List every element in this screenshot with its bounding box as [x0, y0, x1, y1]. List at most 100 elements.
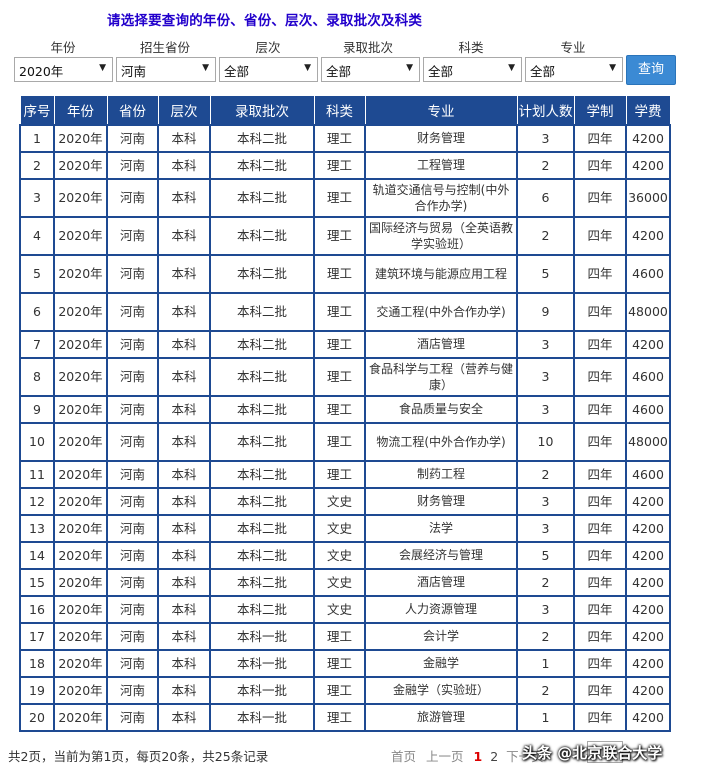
- next-page-link[interactable]: 下一页: [506, 749, 544, 764]
- table-cell: 河南: [106, 123, 159, 153]
- table-cell: 四年: [573, 253, 627, 294]
- table-cell: 河南: [106, 567, 159, 597]
- table-cell: 10: [19, 421, 55, 462]
- table-cell: 本科: [157, 253, 211, 294]
- table-row: 2 2020年 河南 本科 本科二批 理工 工程管理 2 四年 4200: [19, 150, 671, 180]
- page-number[interactable]: 2: [490, 749, 499, 764]
- table-cell: 3: [516, 486, 575, 516]
- table-cell: 本科一批: [209, 702, 315, 732]
- dropdown-arrow-icon: ▼: [202, 63, 209, 73]
- table-cell: 制药工程: [364, 459, 518, 489]
- table-cell: 2: [516, 675, 575, 705]
- table-cell: 2020年: [53, 253, 108, 294]
- table-cell: 2: [516, 567, 575, 597]
- table-cell: 2020年: [53, 486, 108, 516]
- batch-select[interactable]: 全部 ▼: [321, 57, 420, 82]
- table-cell: 会展经济与管理: [364, 540, 518, 570]
- table-row: 14 2020年 河南 本科 本科二批 文史 会展经济与管理 5 四年 4200: [19, 540, 671, 570]
- column-header: 年份: [53, 95, 108, 125]
- table-cell: 本科二批: [209, 567, 315, 597]
- table-row: 12 2020年 河南 本科 本科二批 文史 财务管理 3 四年 4200: [19, 486, 671, 516]
- table-cell: 文史: [313, 486, 366, 516]
- year-select-value: 2020年: [19, 64, 64, 79]
- table-cell: 4200: [625, 621, 671, 651]
- batch-select-value: 全部: [326, 64, 352, 79]
- table-cell: 4200: [625, 150, 671, 180]
- column-header: 科类: [313, 95, 366, 125]
- table-cell: 本科: [157, 567, 211, 597]
- table-cell: 本科: [157, 177, 211, 218]
- table-cell: 四年: [573, 459, 627, 489]
- table-cell: 河南: [106, 648, 159, 678]
- table-cell: 17: [19, 621, 55, 651]
- major-select[interactable]: 全部 ▼: [525, 57, 623, 82]
- table-cell: 理工: [313, 356, 366, 397]
- table-cell: 本科: [157, 421, 211, 462]
- table-cell: 河南: [106, 215, 159, 256]
- table-cell: 四年: [573, 702, 627, 732]
- table-cell: 本科二批: [209, 291, 315, 332]
- table-cell: 4200: [625, 675, 671, 705]
- table-cell: 文史: [313, 513, 366, 543]
- table-cell: 河南: [106, 356, 159, 397]
- table-body: 1 2020年 河南 本科 本科二批 理工 财务管理 3 四年 4200 2 2020年 河南 本科 本科二…: [19, 123, 671, 732]
- column-header: 学费: [625, 95, 671, 125]
- table-cell: 河南: [106, 253, 159, 294]
- table-cell: 四年: [573, 329, 627, 359]
- prev-page-link[interactable]: 上一页: [426, 749, 464, 764]
- page-number-current[interactable]: 1: [473, 749, 483, 764]
- table-cell: 河南: [106, 329, 159, 359]
- dropdown-arrow-icon: ▼: [406, 63, 413, 73]
- major-select-value: 全部: [530, 64, 556, 79]
- dropdown-arrow-icon: ▼: [508, 63, 515, 73]
- table-cell: 5: [516, 540, 575, 570]
- table-cell: 酒店管理: [364, 329, 518, 359]
- table-cell: 四年: [573, 421, 627, 462]
- table-cell: 本科二批: [209, 459, 315, 489]
- table-cell: 12: [19, 486, 55, 516]
- table-row: 20 2020年 河南 本科 本科一批 理工 旅游管理 1 四年 4200: [19, 702, 671, 732]
- table-cell: 本科: [157, 594, 211, 624]
- table-cell: 4200: [625, 513, 671, 543]
- table-cell: 物流工程(中外合作办学): [364, 421, 518, 462]
- table-cell: 河南: [106, 421, 159, 462]
- level-select[interactable]: 全部 ▼: [219, 57, 318, 82]
- column-header: 省份: [106, 95, 159, 125]
- table-cell: 本科: [157, 123, 211, 153]
- table-cell: 20: [19, 702, 55, 732]
- table-cell: 5: [19, 253, 55, 294]
- table-cell: 文史: [313, 540, 366, 570]
- table-cell: 本科: [157, 459, 211, 489]
- page-title: 请选择要查询的年份、省份、层次、录取批次及科类: [107, 13, 423, 29]
- table-cell: 2020年: [53, 621, 108, 651]
- query-button[interactable]: 查询: [626, 55, 676, 85]
- table-cell: 本科: [157, 621, 211, 651]
- table-cell: 2020年: [53, 459, 108, 489]
- column-header: 计划人数: [516, 95, 575, 125]
- province-select[interactable]: 河南 ▼: [116, 57, 216, 82]
- table-cell: 会计学: [364, 621, 518, 651]
- year-select[interactable]: 2020年 ▼: [14, 57, 113, 82]
- table-cell: 3: [516, 329, 575, 359]
- table-cell: 2020年: [53, 123, 108, 153]
- table-cell: 4200: [625, 648, 671, 678]
- table-cell: 理工: [313, 215, 366, 256]
- table-cell: 2020年: [53, 540, 108, 570]
- dropdown-arrow-icon: ▼: [99, 63, 106, 73]
- table-cell: 本科二批: [209, 540, 315, 570]
- pagination: 首页 上一页 1 2 下一页: [391, 746, 550, 765]
- table-cell: 本科二批: [209, 486, 315, 516]
- table-cell: 理工: [313, 702, 366, 732]
- table-cell: 本科二批: [209, 356, 315, 397]
- table-cell: 本科二批: [209, 513, 315, 543]
- first-page-link[interactable]: 首页: [391, 749, 417, 764]
- table-cell: 2020年: [53, 567, 108, 597]
- table-cell: 6: [516, 177, 575, 218]
- page-jump-input[interactable]: [587, 741, 623, 763]
- category-select[interactable]: 全部 ▼: [423, 57, 522, 82]
- table-cell: 河南: [106, 177, 159, 218]
- table-cell: 2020年: [53, 702, 108, 732]
- table-cell: 4200: [625, 702, 671, 732]
- table-cell: 河南: [106, 513, 159, 543]
- table-cell: 四年: [573, 648, 627, 678]
